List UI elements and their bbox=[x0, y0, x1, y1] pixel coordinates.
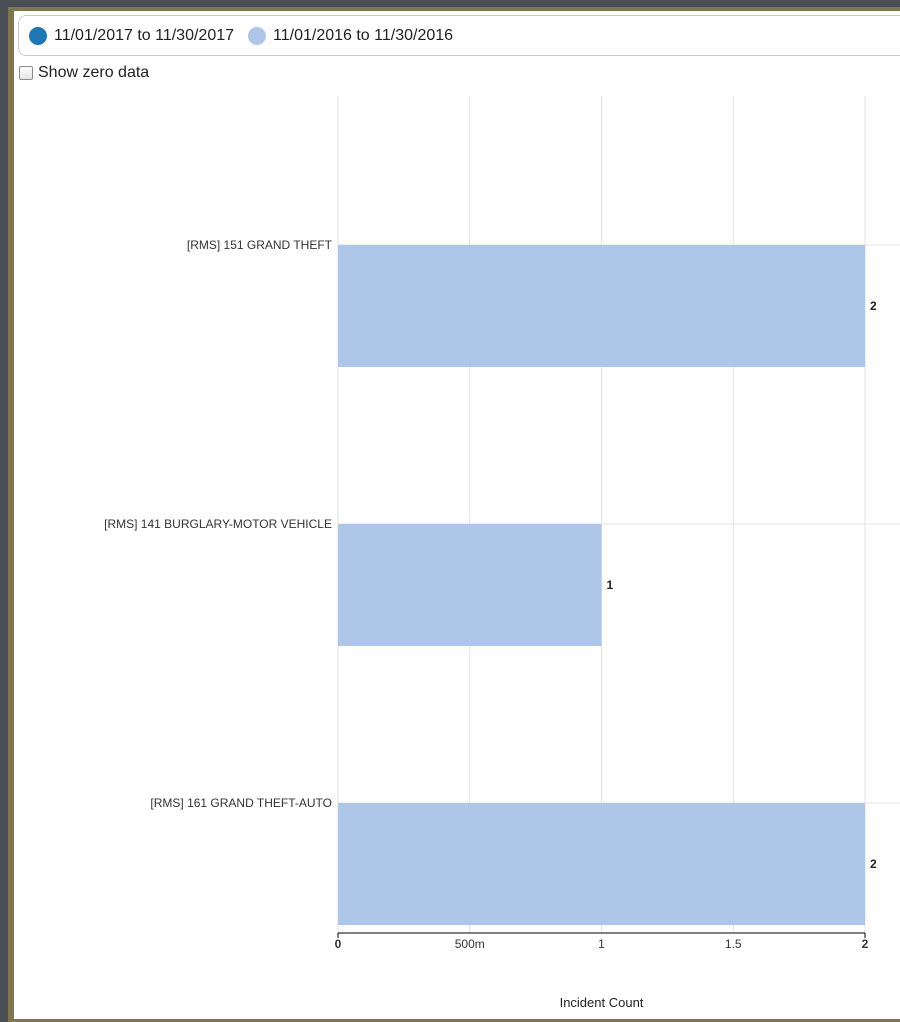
show-zero-checkbox[interactable] bbox=[19, 66, 33, 80]
category-label-0: [RMS] 151 GRAND THEFT bbox=[187, 238, 333, 252]
legend-dot-2017 bbox=[29, 26, 47, 45]
bar-1-0 bbox=[338, 245, 865, 367]
x-tick-label-1: 500m bbox=[455, 937, 485, 951]
x-tick-label-0: 0 bbox=[335, 937, 342, 951]
legend-item-2016[interactable]: 11/01/2016 to 11/30/2016 bbox=[248, 26, 454, 45]
x-tick-label-2: 1 bbox=[598, 937, 605, 951]
value-label-0: 2 bbox=[870, 299, 877, 313]
category-label-2: [RMS] 161 GRAND THEFT-AUTO bbox=[150, 796, 332, 810]
show-zero-label: Show zero data bbox=[38, 64, 150, 81]
value-label-1: 1 bbox=[607, 578, 614, 592]
chart-legend: 11/01/2017 to 11/30/2017 11/01/2016 to 1… bbox=[18, 15, 900, 56]
x-axis-title: Incident Count bbox=[560, 995, 644, 1010]
x-tick-label-3: 1.5 bbox=[725, 937, 742, 951]
bar-1-2 bbox=[338, 803, 865, 925]
show-zero-option[interactable]: Show zero data bbox=[19, 64, 149, 82]
legend-item-2017[interactable]: 11/01/2017 to 11/30/2017 bbox=[29, 26, 235, 45]
x-tick-label-4: 2 bbox=[862, 937, 869, 951]
legend-dot-2016 bbox=[248, 26, 267, 45]
legend-label-2017: 11/01/2017 to 11/30/2017 bbox=[54, 26, 235, 44]
value-label-2: 2 bbox=[870, 857, 877, 871]
category-label-1: [RMS] 141 BURGLARY-MOTOR VEHICLE bbox=[104, 517, 332, 531]
legend-label-2016: 11/01/2016 to 11/30/2016 bbox=[273, 26, 454, 44]
bar-chart: [RMS] 151 GRAND THEFT 2 [RMS] 141 BURGLARY… bbox=[104, 96, 900, 1010]
bar-1-1 bbox=[338, 524, 602, 646]
chart-panel: 11/01/2017 to 11/30/2017 11/01/2016 to 1… bbox=[14, 11, 900, 1019]
